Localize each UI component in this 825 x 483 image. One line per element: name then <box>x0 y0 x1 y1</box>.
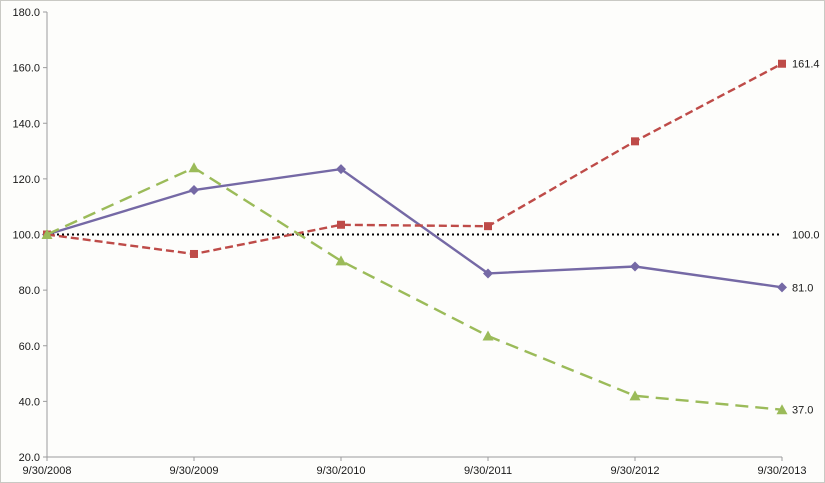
y-tick-label: 80.0 <box>19 285 40 297</box>
y-tick-label: 40.0 <box>19 396 40 408</box>
y-tick-label: 140.0 <box>12 118 40 130</box>
series-purple-diamond-marker-diamond <box>483 268 493 279</box>
end-value-label: 161.4 <box>792 59 820 71</box>
series-green-triangle-line <box>46 166 783 411</box>
y-tick-label: 20.0 <box>19 452 40 464</box>
x-tick-label: 9/30/2013 <box>758 465 807 477</box>
series-green-triangle-marker-triangle <box>482 330 494 341</box>
series-red-square-marker-square <box>190 249 198 258</box>
y-tick-label: 120.0 <box>12 174 40 186</box>
x-tick-label: 9/30/2011 <box>464 465 512 477</box>
series-red-square-line <box>46 62 783 256</box>
y-tick-label: 160.0 <box>12 63 40 75</box>
series-red-square-marker-square <box>778 59 786 68</box>
series-purple-diamond-line <box>46 167 783 289</box>
x-tick-label: 9/30/2010 <box>317 465 366 477</box>
end-value-label: 81.0 <box>792 282 813 294</box>
series-purple-diamond-marker-diamond <box>336 164 346 175</box>
x-tick-label: 9/30/2009 <box>170 465 219 477</box>
series-green-triangle-marker-triangle <box>776 404 788 415</box>
series-red-square-marker-square <box>484 222 492 231</box>
series-green-triangle-marker-triangle <box>335 255 347 266</box>
series-green-triangle-marker-triangle <box>188 162 200 173</box>
end-value-label: 37.0 <box>792 405 813 417</box>
y-tick-label: 60.0 <box>19 341 40 353</box>
series-purple-diamond-marker-diamond <box>630 261 640 272</box>
end-value-label: 100.0 <box>792 230 820 242</box>
series-purple-diamond-marker-diamond <box>777 282 787 293</box>
series-red-square-marker-square <box>337 220 345 229</box>
y-tick-label: 100.0 <box>12 230 40 242</box>
x-tick-label: 9/30/2008 <box>23 465 72 477</box>
x-tick-label: 9/30/2012 <box>611 465 660 477</box>
series-green-triangle-marker-triangle <box>41 229 53 239</box>
series-green-triangle-marker-triangle <box>629 390 641 401</box>
series-red-square-marker-square <box>631 137 639 146</box>
series-purple-diamond-marker-diamond <box>189 185 199 195</box>
y-tick-label: 180.0 <box>12 7 40 19</box>
